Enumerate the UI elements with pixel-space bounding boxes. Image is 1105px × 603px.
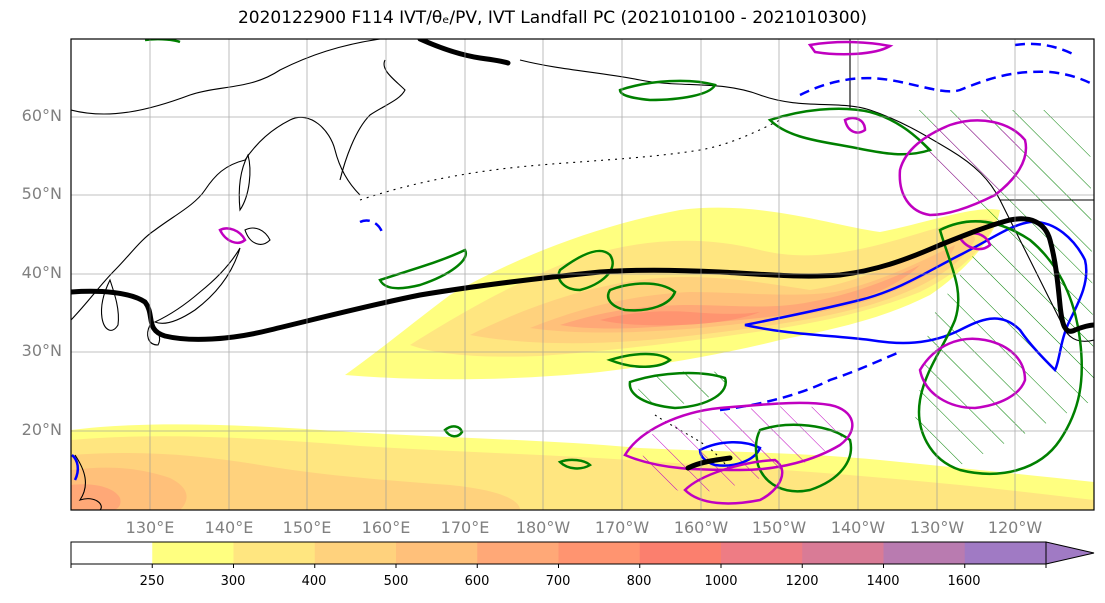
coastlines (71, 39, 1094, 510)
asia-coast (71, 39, 381, 115)
theta-e-contour-tropical (754, 423, 853, 493)
hatch-purple-region-east (928, 117, 1025, 200)
lon-label-170w: 170°W (594, 518, 650, 537)
colorbar (70, 541, 1095, 568)
theta-e-contour-alaska (618, 79, 717, 102)
lon-label-180w: 180°W (515, 518, 571, 537)
kamchatka (339, 59, 406, 181)
colorbar-swatch (477, 542, 559, 564)
pv-purple-north (898, 119, 1028, 217)
theta-e-contour-south (628, 371, 727, 410)
colorbar-label-400: 400 (301, 574, 327, 589)
lon-label-150e: 150°E (282, 518, 332, 537)
lon-label-120w: 120°W (987, 518, 1043, 537)
colorbar-swatch (152, 542, 234, 564)
theta-e-contour-east (917, 220, 1084, 475)
map-title: 2020122900 F114 IVT/θₑ/PV, IVT Landfall … (237, 8, 868, 28)
theta-e-contour-north (767, 107, 933, 156)
sakhalin (238, 153, 251, 212)
colorbar-swatch (71, 542, 153, 564)
colorbar-swatch (233, 542, 316, 564)
pv-neg-contour-south (719, 350, 901, 412)
landfall-pc-contours (71, 39, 1094, 471)
colorbar-ticks (70, 564, 1047, 568)
colorbar-label-800: 800 (626, 574, 652, 589)
aleutians (359, 119, 781, 201)
pv-contour-sea (71, 454, 80, 481)
japan-hokkaido (244, 227, 271, 245)
colorbar-swatch (964, 542, 1047, 564)
philippines (74, 454, 102, 510)
colorbar-label-1400: 1400 (866, 574, 900, 589)
colorbar-swatch (802, 542, 884, 564)
pv-purple-south2 (683, 458, 784, 505)
lat-label-40n: 40°N (21, 263, 62, 282)
colorbar-swatch (558, 542, 641, 564)
landfall-pc-tropical (685, 455, 733, 471)
lon-label-150w: 150°W (751, 518, 807, 537)
pv-purple-japan (218, 227, 247, 244)
theta-e-contour-small1 (443, 425, 464, 438)
lat-label-30n: 30°N (21, 341, 62, 360)
theta-e-contour-small2 (557, 458, 592, 470)
colorbar-label-1200: 1200 (785, 574, 819, 589)
theta-e-contours (144, 39, 1084, 493)
pv-purple-east (918, 337, 1027, 410)
korea (100, 278, 119, 331)
lon-label-130w: 130°W (909, 518, 965, 537)
lon-label-170e: 170°E (440, 518, 490, 537)
hatch-green-region-south (638, 370, 730, 405)
pv-contour-tropical (698, 441, 762, 467)
lat-label-50n: 50°N (21, 184, 62, 203)
hatch-purple-region-south (640, 406, 850, 495)
map-frame (70, 38, 1095, 511)
lon-label-140w: 140°W (830, 518, 886, 537)
colorbar-swatch (314, 542, 397, 564)
colorbar-label-1000: 1000 (704, 574, 738, 589)
colorbar-extend-arrow (1045, 541, 1095, 565)
lon-label-130e: 130°E (125, 518, 175, 537)
asia-coast-2 (71, 116, 361, 321)
pv-neg-contour-north (799, 70, 1094, 97)
pv-contour-ar (744, 220, 1088, 373)
theta-e-contour-ar2 (606, 282, 677, 312)
colorbar-label-250: 250 (139, 574, 165, 589)
landfall-pc-north (417, 39, 511, 66)
lon-label-140e: 140°E (204, 518, 254, 537)
pv-positive-contours (71, 220, 1088, 481)
theta-e-contour-mid (606, 352, 673, 368)
landfall-pc-main (71, 216, 1094, 342)
pv-purple-small (843, 116, 867, 134)
lat-label-60n: 60°N (21, 106, 62, 125)
ivt-band-700 (600, 311, 760, 326)
lon-label-160w: 160°W (673, 518, 729, 537)
ivt-tropical-600 (71, 484, 121, 510)
colorbar-swatch (396, 542, 478, 564)
theta-e-contour-ar1 (557, 249, 614, 292)
lat-label-20n: 20°N (21, 420, 62, 439)
colorbar-label-300: 300 (220, 574, 246, 589)
lon-label-160e: 160°E (361, 518, 411, 537)
japan-honshu (153, 247, 241, 324)
alaska-coast (519, 59, 1094, 342)
canada-border (849, 39, 1094, 201)
colorbar-label-600: 600 (464, 574, 490, 589)
pv-purple-top (807, 40, 894, 56)
colorbar-label-1600: 1600 (947, 574, 981, 589)
colorbar-swatches (71, 542, 1047, 564)
pv-neg-contour-west (359, 219, 384, 233)
colorbar-swatch (883, 542, 966, 564)
colorbar-swatch (639, 542, 722, 564)
colorbar-label-500: 500 (383, 574, 409, 589)
gridlines (71, 39, 1094, 510)
colorbar-label-700: 700 (545, 574, 571, 589)
pv-neg-contour-north-2 (1014, 42, 1076, 57)
pv-purple-contours (218, 40, 1028, 505)
theta-e-contour-ar3 (378, 248, 467, 290)
colorbar-swatch (721, 542, 803, 564)
